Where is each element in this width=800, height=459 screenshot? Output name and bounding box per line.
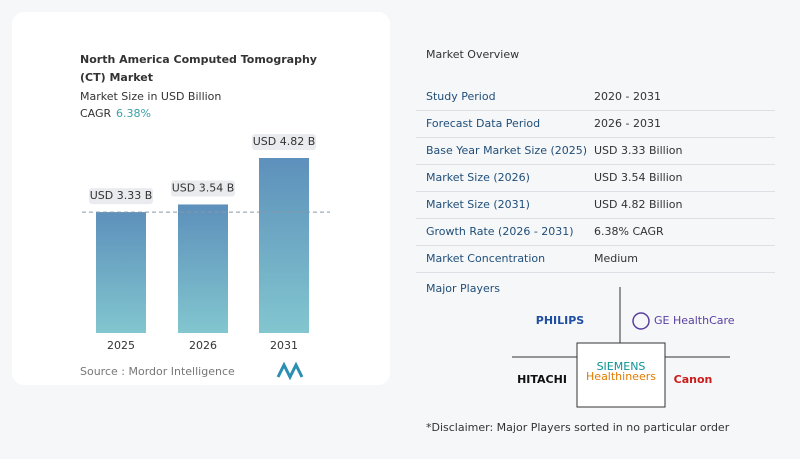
value-label-bg bbox=[171, 180, 235, 197]
x-tick-label: 2026 bbox=[189, 339, 217, 352]
row-key: Base Year Market Size (2025) bbox=[426, 144, 587, 157]
x-tick-label: 2025 bbox=[107, 339, 135, 352]
value-label-bg bbox=[89, 188, 153, 205]
player-logo: SIEMENS bbox=[597, 360, 646, 373]
row-value: 2020 - 2031 bbox=[594, 90, 661, 103]
ge-icon bbox=[632, 312, 650, 330]
players-title: Major Players bbox=[426, 282, 500, 295]
value-label: USD 3.33 B bbox=[90, 189, 153, 202]
value-label-bg bbox=[252, 134, 316, 150]
row-value: 6.38% CAGR bbox=[594, 225, 664, 238]
source-logo bbox=[276, 361, 304, 381]
row-key: Study Period bbox=[426, 90, 496, 103]
player-logo: Canon bbox=[674, 373, 713, 386]
chart-subtitle: Market Size in USD Billion bbox=[80, 90, 221, 103]
chart-title: North America Computed Tomography (CT) Ma… bbox=[80, 53, 317, 84]
row-value: USD 4.82 Billion bbox=[594, 198, 682, 211]
bar bbox=[96, 212, 146, 333]
cagr-label: CAGR bbox=[80, 107, 112, 120]
row-key: Market Size (2031) bbox=[426, 198, 530, 211]
source: Source : Mordor Intelligence bbox=[80, 365, 235, 378]
player-logo: HITACHI bbox=[517, 373, 567, 386]
x-tick-label: 2031 bbox=[270, 339, 298, 352]
player-logo: GE HealthCare bbox=[654, 314, 735, 327]
row-value: 2026 - 2031 bbox=[594, 117, 661, 130]
cagr-value: 6.38% bbox=[116, 107, 151, 120]
row-value: USD 3.54 Billion bbox=[594, 171, 682, 184]
value-label: USD 4.82 B bbox=[253, 135, 316, 148]
logo-box bbox=[576, 342, 666, 408]
player-logo: Healthineers bbox=[586, 370, 656, 383]
row-key: Market Size (2026) bbox=[426, 171, 530, 184]
value-label: USD 3.54 B bbox=[172, 181, 235, 194]
row-key: Growth Rate (2026 - 2031) bbox=[426, 225, 574, 238]
row-key: Market Concentration bbox=[426, 252, 545, 265]
overview-title: Market Overview bbox=[426, 48, 519, 61]
disclaimer: *Disclaimer: Major Players sorted in no … bbox=[426, 421, 730, 434]
player-logo: PHILIPS bbox=[536, 314, 585, 327]
row-value: Medium bbox=[594, 252, 638, 265]
bar bbox=[259, 158, 309, 333]
bar bbox=[178, 204, 228, 333]
row-value: USD 3.33 Billion bbox=[594, 144, 682, 157]
row-key: Forecast Data Period bbox=[426, 117, 540, 130]
